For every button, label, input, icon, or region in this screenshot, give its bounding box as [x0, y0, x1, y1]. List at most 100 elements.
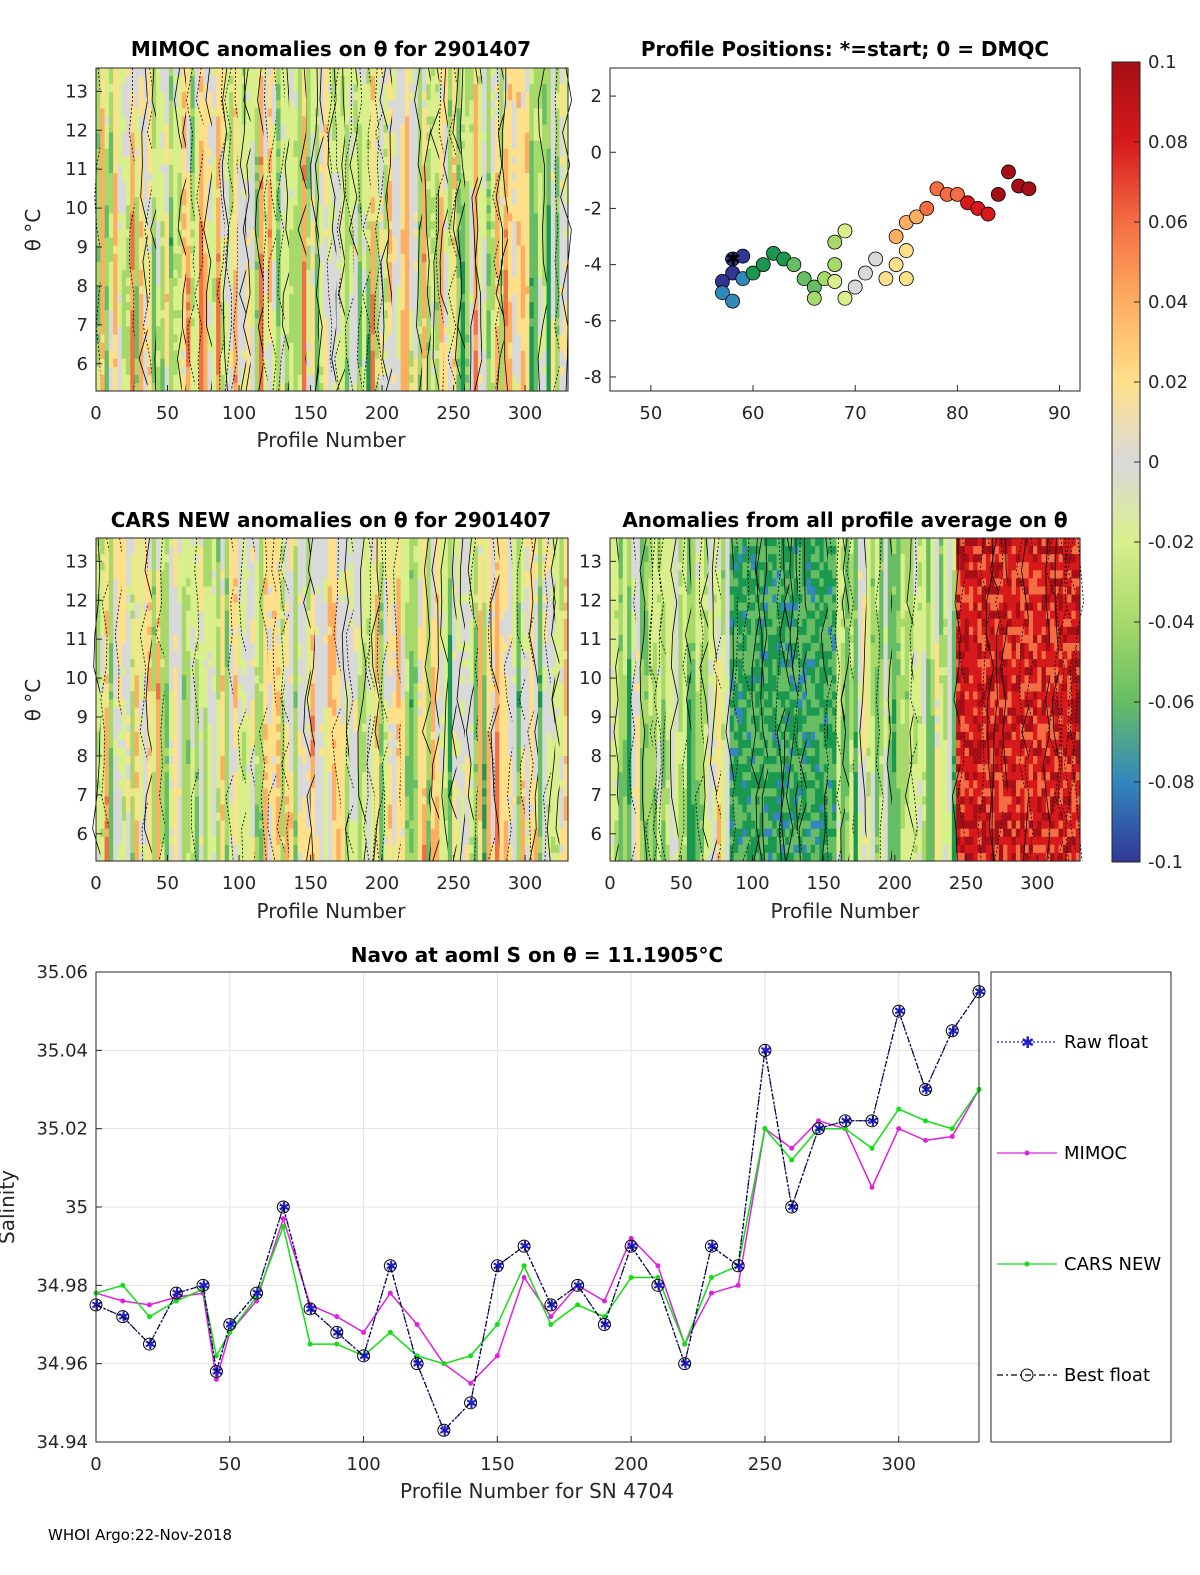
heatmap-cell	[477, 92, 483, 101]
heatmap-cell	[495, 342, 500, 352]
heatmap-cell	[460, 326, 466, 336]
heatmap-cell	[177, 277, 183, 287]
heatmap-cell	[362, 181, 367, 190]
heatmap-cell	[233, 237, 239, 247]
heatmap-cell	[117, 618, 123, 628]
heatmap-cell	[138, 358, 144, 368]
heatmap-cell	[439, 148, 445, 158]
heatmap-cell	[482, 116, 488, 126]
heatmap-cell	[516, 350, 522, 360]
heatmap-cell	[224, 374, 230, 384]
heatmap-cell	[104, 68, 110, 77]
heatmap-cell	[216, 124, 222, 134]
heatmap-cell	[400, 237, 406, 247]
heatmap-cell	[104, 626, 110, 636]
heatmap-cell	[198, 164, 204, 174]
heatmap-cell	[194, 261, 200, 271]
heatmap-cell	[512, 342, 518, 352]
heatmap-cell	[452, 156, 458, 166]
heatmap-cell	[130, 366, 136, 376]
heatmap-cell	[194, 156, 200, 166]
heatmap-cell	[533, 68, 539, 77]
heatmap-cell	[263, 229, 269, 239]
heatmap-cell	[113, 318, 119, 327]
heatmap-cell	[117, 659, 123, 668]
heatmap-cell	[306, 213, 312, 223]
heatmap-cell	[211, 156, 217, 166]
heatmap-cell	[147, 294, 153, 303]
heatmap-cell	[452, 237, 458, 247]
track-point	[888, 257, 904, 273]
heatmap-cell	[374, 76, 380, 85]
heatmap-cell	[138, 366, 144, 376]
heatmap-cell	[563, 108, 569, 118]
heatmap-cell	[220, 277, 226, 287]
heatmap-cell	[130, 610, 136, 620]
heatmap-cell	[533, 116, 539, 126]
heatmap-cell	[117, 651, 123, 660]
heatmap-cell	[237, 286, 243, 295]
heatmap-cell	[383, 294, 389, 303]
heatmap-cell	[559, 181, 565, 190]
heatmap-cell	[409, 148, 415, 158]
heatmap-cell	[379, 156, 385, 166]
heatmap-cell	[117, 780, 123, 789]
heatmap-cell	[96, 562, 101, 571]
heatmap-cell	[310, 140, 316, 150]
heatmap-cell	[349, 358, 355, 368]
heatmap-cell	[130, 618, 136, 628]
heatmap-cell	[156, 245, 161, 255]
heatmap-cell	[469, 350, 475, 360]
heatmap-cell	[130, 675, 136, 684]
heatmap-cell	[117, 667, 123, 676]
heatmap-cell	[284, 156, 290, 166]
heatmap-cell	[104, 269, 110, 279]
heatmap-cell	[130, 237, 136, 247]
heatmap-cell	[134, 651, 140, 660]
heatmap-cell	[490, 84, 496, 93]
heatmap-cell	[443, 205, 449, 214]
heatmap-cell	[181, 164, 187, 174]
heatmap-cell	[555, 92, 561, 101]
heatmap-cell	[276, 374, 282, 384]
heatmap-cell	[555, 76, 561, 85]
heatmap-cell	[134, 124, 140, 134]
heatmap-cell	[327, 245, 333, 255]
heatmap-cell	[465, 100, 470, 109]
heatmap-cell	[417, 92, 423, 101]
heatmap-cell	[417, 116, 423, 126]
heatmap-cell	[516, 124, 522, 134]
heatmap-cell	[495, 334, 500, 344]
heatmap-cell	[430, 382, 436, 392]
heatmap-cell	[387, 302, 393, 311]
heatmap-cell	[229, 92, 234, 101]
heatmap-cell	[409, 334, 415, 344]
heatmap-cell	[370, 326, 376, 336]
heatmap-cell	[349, 326, 355, 336]
heatmap-cell	[168, 326, 174, 336]
heatmap-cell	[404, 156, 410, 166]
heatmap-cell	[306, 318, 312, 327]
heatmap-cell	[276, 334, 282, 344]
heatmap-cell	[387, 221, 393, 231]
heatmap-cell	[203, 189, 209, 198]
heatmap-cell	[96, 812, 101, 822]
heatmap-cell	[314, 342, 320, 352]
heatmap-cell	[134, 148, 140, 158]
heatmap-cell	[160, 189, 166, 198]
heatmap-cell	[392, 197, 397, 206]
heatmap-cell	[104, 382, 110, 392]
heatmap-cell	[190, 374, 196, 384]
heatmap-cell	[108, 358, 114, 368]
heatmap-cell	[117, 812, 123, 822]
heatmap-cell	[96, 302, 101, 311]
heatmap-cell	[443, 116, 449, 126]
heatmap-cell	[559, 318, 565, 327]
heatmap-cell	[254, 269, 260, 279]
heatmap-cell	[495, 132, 500, 142]
heatmap-cell	[224, 277, 230, 287]
heatmap-cell	[503, 164, 509, 174]
heatmap-cell	[563, 326, 569, 336]
heatmap-cell	[362, 318, 367, 327]
heatmap-cell	[430, 181, 436, 190]
